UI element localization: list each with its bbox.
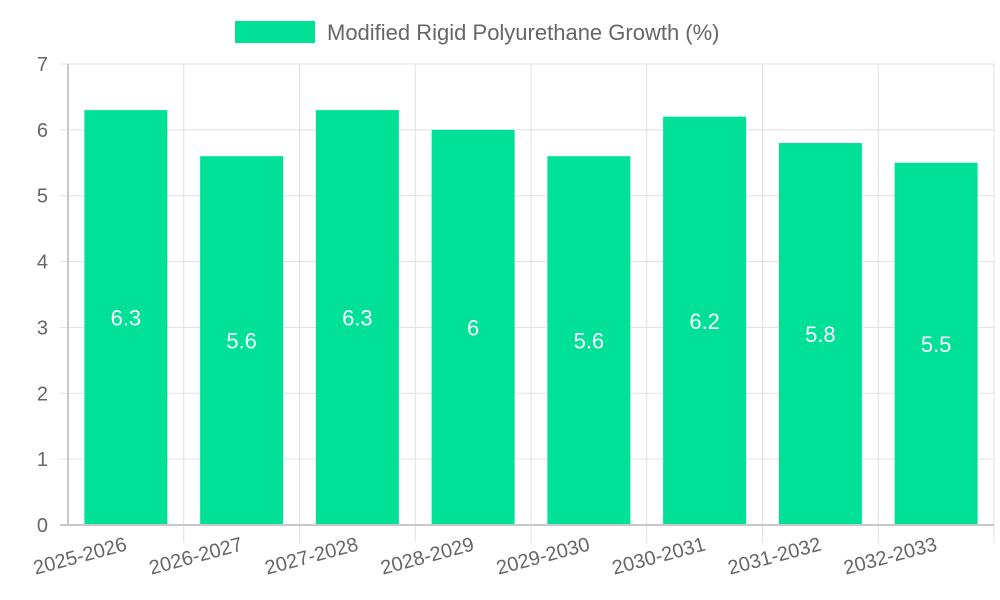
x-tick-label: 2027-2028 <box>263 534 361 580</box>
bar-value-label: 6.3 <box>111 306 142 331</box>
bar[interactable] <box>894 162 978 526</box>
bar-value-label: 5.6 <box>574 329 605 354</box>
bar[interactable] <box>663 116 747 525</box>
bar-value-label: 5.5 <box>921 332 952 357</box>
y-tick-label: 1 <box>37 449 48 471</box>
bar[interactable] <box>778 143 862 525</box>
x-tick-label: 2032-2033 <box>841 534 939 580</box>
x-tick-label: 2031-2032 <box>726 534 824 580</box>
bar[interactable] <box>200 156 284 525</box>
legend[interactable]: Modified Rigid Polyurethane Growth (%) <box>235 20 720 45</box>
bars <box>84 110 978 526</box>
bar-value-label: 6.3 <box>342 306 373 331</box>
x-tick-label: 2026-2027 <box>147 534 245 580</box>
y-tick-label: 6 <box>37 120 48 142</box>
bar[interactable] <box>315 110 399 525</box>
x-tick-label: 2029-2030 <box>494 534 592 580</box>
y-tick-label: 5 <box>37 186 48 208</box>
x-tick-label: 2025-2026 <box>31 534 129 580</box>
y-tick-label: 3 <box>37 317 48 339</box>
axes <box>60 63 994 526</box>
bar-value-label: 6.2 <box>689 309 720 334</box>
bar-value-label: 6 <box>467 315 479 340</box>
bar-value-label: 5.6 <box>226 329 257 354</box>
x-tick-label: 2028-2029 <box>378 534 476 580</box>
y-tick-label: 7 <box>37 54 48 76</box>
x-tick-label: 2030-2031 <box>610 534 708 580</box>
y-tick-label: 4 <box>37 252 48 274</box>
y-tick-label: 0 <box>37 515 48 537</box>
legend-swatch[interactable] <box>235 21 315 43</box>
bar[interactable] <box>84 110 168 525</box>
y-tick-label: 2 <box>37 383 48 405</box>
legend-label[interactable]: Modified Rigid Polyurethane Growth (%) <box>327 20 720 45</box>
bar[interactable] <box>547 156 631 525</box>
bar-value-label: 5.8 <box>805 322 836 347</box>
bar[interactable] <box>431 129 515 525</box>
